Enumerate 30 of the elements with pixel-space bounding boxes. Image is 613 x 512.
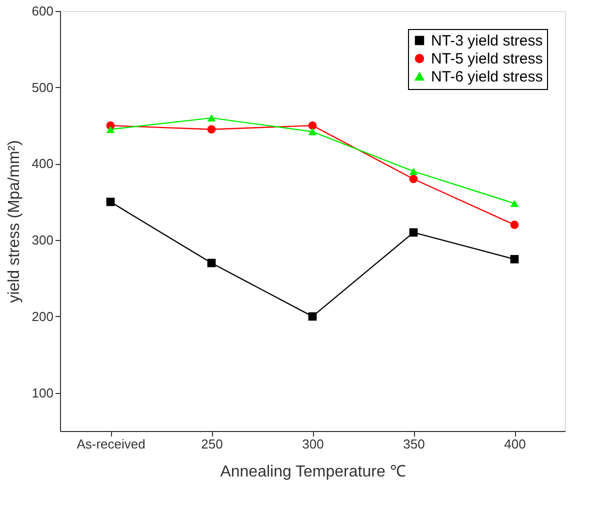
y-tick-label: 600 — [32, 4, 54, 18]
point — [207, 258, 216, 268]
point — [207, 114, 216, 122]
legend-label: NT-3 yield stress — [431, 32, 543, 50]
point — [308, 121, 317, 130]
legend-label: NT-5 yield stress — [431, 50, 543, 68]
point — [409, 168, 418, 175]
point — [409, 228, 418, 237]
y-tick-label: 500 — [32, 80, 54, 95]
point — [510, 200, 519, 208]
x-tick-label: 400 — [504, 436, 526, 452]
point — [510, 255, 519, 264]
point — [106, 126, 115, 133]
point — [207, 125, 216, 134]
x-tick-label: 300 — [302, 436, 324, 452]
y-tick-label: 300 — [32, 232, 54, 248]
x-axis-title: Annealing Temperature ℃ — [220, 464, 406, 480]
x-tick-label: As-received — [76, 436, 146, 452]
point — [308, 128, 317, 136]
y-tick-label: 200 — [32, 308, 54, 324]
y-axis-title: yield stress (Mpa/mm²) — [6, 140, 23, 303]
y-tick-label: 100 — [32, 385, 54, 400]
y-tick-label: 400 — [32, 156, 54, 172]
point — [510, 220, 519, 229]
point — [409, 174, 418, 184]
legend-label: NT-6 yield stress — [431, 68, 543, 86]
x-tick-label: 250 — [201, 436, 223, 452]
point — [106, 198, 115, 206]
x-tick-label: 350 — [403, 436, 425, 452]
point — [308, 312, 317, 321]
